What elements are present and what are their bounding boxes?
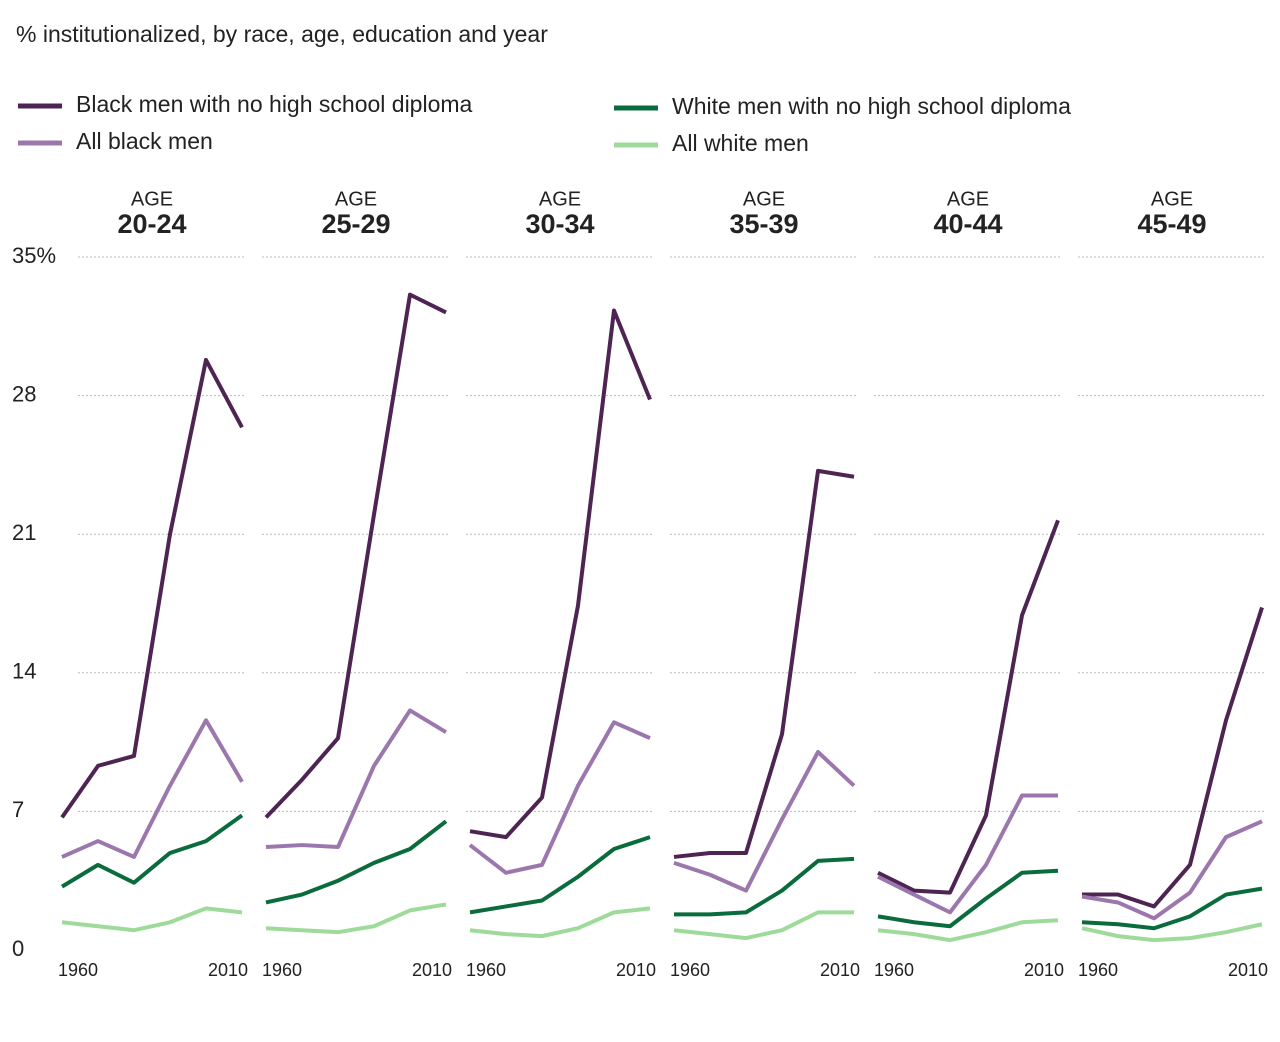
y-tick-label: 0 [12,936,24,961]
x-tick-label: 2010 [1024,960,1064,980]
x-tick-label: 1960 [1078,960,1118,980]
series-line [265,902,447,935]
panel-supertitle: AGE [947,188,989,210]
panel-title: 25-29 [321,209,390,239]
y-tick-label: 14 [12,659,36,684]
legend-label: All white men [672,130,809,156]
series-line [673,468,855,859]
x-tick-label: 2010 [1228,960,1268,980]
series-line [1081,922,1263,943]
series-line [469,906,651,939]
series-line [469,308,652,840]
series-line [1081,819,1263,921]
panel-title: 20-24 [117,209,186,239]
legend-label: White men with no high school diploma [672,93,1071,119]
panel-supertitle: AGE [539,188,581,210]
series-line [673,750,856,893]
panel-supertitle: AGE [1151,188,1193,210]
legend-label: Black men with no high school diploma [76,91,473,117]
series-line [265,819,448,905]
series-line [60,357,244,819]
x-tick-label: 1960 [670,960,710,980]
panel-supertitle: AGE [743,188,785,210]
y-tick-label: 35% [12,243,56,268]
panel-title: 35-39 [729,209,798,239]
panel-title: 30-34 [525,209,594,239]
series-line [265,708,448,850]
legend-label: All black men [76,128,213,154]
x-tick-label: 2010 [820,960,860,980]
x-tick-label: 2010 [412,960,452,980]
series-line [264,292,447,819]
y-tick-label: 7 [12,797,24,822]
x-tick-label: 2010 [208,960,248,980]
x-tick-label: 1960 [262,960,302,980]
series-line [877,918,1059,943]
series-line [469,835,651,915]
series-line [877,519,1060,895]
y-tick-label: 28 [12,381,36,406]
panel-title: 40-44 [933,209,1002,239]
series-line [673,910,854,941]
x-tick-label: 1960 [874,960,914,980]
series-line [674,856,855,917]
series-line [1082,606,1264,909]
chart-subtitle: % institutionalized, by race, age, educa… [16,21,548,47]
series-line [61,718,244,859]
series-line [1081,886,1263,931]
series-line [877,793,1058,915]
panel-supertitle: AGE [131,188,173,210]
series-line [60,813,244,889]
x-tick-label: 1960 [58,960,98,980]
y-tick-label: 21 [12,520,36,545]
series-line [468,720,651,875]
panel-title: 45-49 [1137,209,1206,239]
x-tick-label: 2010 [616,960,656,980]
x-tick-label: 1960 [466,960,506,980]
panel-supertitle: AGE [335,188,377,210]
series-line [61,906,243,933]
series-line [877,868,1059,929]
